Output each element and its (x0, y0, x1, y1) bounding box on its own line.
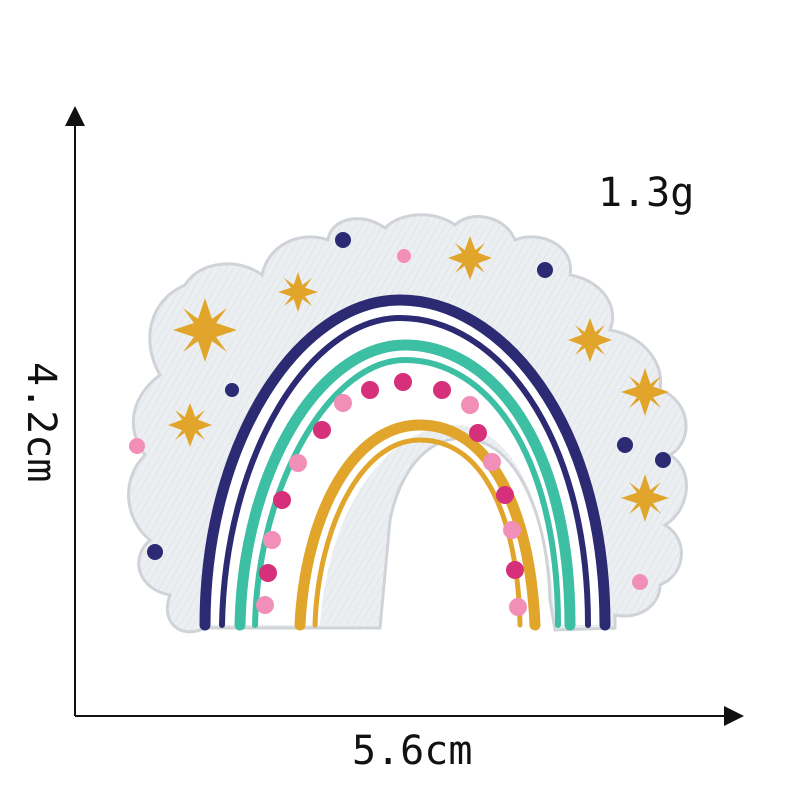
dot-icon (361, 381, 379, 399)
weight-label: 1.3g (598, 170, 695, 216)
star-icon (168, 403, 212, 447)
dot-icon (335, 232, 351, 248)
dot-icon (394, 373, 412, 391)
dot-icon (263, 531, 281, 549)
dot-icon (632, 574, 648, 590)
scatter-dots (129, 232, 671, 590)
dot-icon (397, 249, 411, 263)
rainbow-teal-arc (234, 339, 576, 631)
dot-icon (129, 438, 145, 454)
height-dimension-label: 4.2cm (18, 362, 64, 483)
rainbow-white-band (205, 300, 610, 625)
dot-icon (259, 564, 277, 582)
star-icon (568, 318, 612, 362)
dot-icon (256, 596, 274, 614)
rainbow-navy-inner-arc (219, 314, 591, 628)
dot-icon (147, 544, 163, 560)
dot-icon (537, 262, 553, 278)
dot-icon (289, 454, 307, 472)
dot-icon (503, 521, 521, 539)
rainbow-navy-arc (199, 294, 611, 631)
star-icon (173, 298, 237, 362)
width-dimension-label: 5.6cm (352, 728, 473, 774)
dot-icon (433, 381, 451, 399)
dot-icon (483, 453, 501, 471)
dot-icon (461, 396, 479, 414)
dot-icon (313, 421, 331, 439)
dot-icon (506, 561, 524, 579)
rainbow-dot-row (256, 373, 527, 616)
dot-icon (334, 394, 352, 412)
star-icon (621, 368, 669, 416)
dot-icon (496, 486, 514, 504)
star-icon (278, 272, 318, 312)
dot-icon (273, 491, 291, 509)
dot-icon (509, 598, 527, 616)
star-icon (621, 474, 669, 522)
dot-icon (655, 452, 671, 468)
dot-icon (225, 383, 239, 397)
dot-icon (469, 424, 487, 442)
star-icon (448, 236, 492, 280)
dot-icon (617, 437, 633, 453)
